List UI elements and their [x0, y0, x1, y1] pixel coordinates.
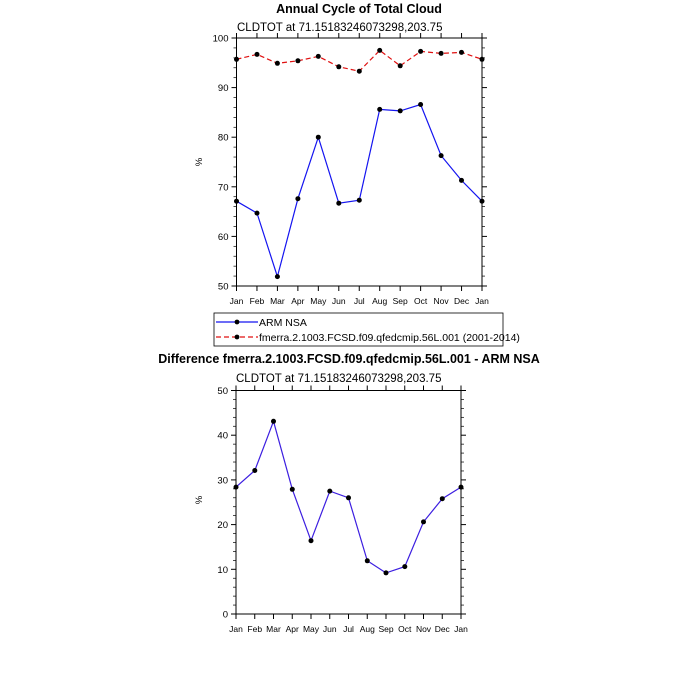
legend-marker-arm-nsa: [234, 319, 240, 325]
plot-frame: [235, 390, 462, 615]
y-tick-label: 100: [213, 34, 229, 45]
x-tick-label: May: [303, 624, 320, 634]
data-point: [336, 64, 342, 70]
legend-box: [213, 312, 504, 347]
x-tick-label: Aug: [360, 624, 375, 634]
axis-ticks: 50 60 70 80 90 100 Jan Feb Mar Apr May Jun Jul Aug Sep…: [213, 33, 489, 306]
x-tick-label: Jan: [475, 296, 489, 306]
x-tick-label: Sep: [378, 624, 393, 634]
data-point: [289, 486, 295, 492]
x-tick-label: Jul: [343, 624, 354, 634]
y-tick-label: 40: [217, 431, 228, 442]
data-point: [438, 153, 444, 159]
x-tick-label: Jan: [230, 296, 244, 306]
y-tick-label: 10: [217, 565, 228, 576]
data-point: [274, 60, 280, 66]
x-tick-label: Dec: [454, 296, 470, 306]
data-point: [327, 488, 333, 494]
axis-ticks: 0 10 20 30 40 50 Jan Feb Mar Apr May Jun Jul Aug Sep Oc…: [217, 385, 468, 634]
data-point: [383, 570, 389, 576]
data-point: [336, 200, 342, 206]
legend-item-model: fmerra.2.1003.FCSD.f09.qfedcmip.56L.001 …: [216, 332, 520, 344]
plot-frame: [236, 37, 483, 287]
x-tick-label: Jul: [354, 296, 365, 306]
data-point: [356, 68, 362, 74]
data-point: [418, 102, 424, 107]
data-point: [418, 48, 424, 54]
chart-title: Annual Cycle of Total Cloud: [276, 2, 442, 16]
y-tick-label: 60: [218, 232, 229, 243]
y-tick-label: 0: [223, 610, 228, 621]
y-tick-label: 50: [218, 282, 229, 293]
data-point: [254, 51, 260, 57]
data-point: [356, 197, 362, 203]
chart-subtitle: CLDTOT at 71.15183246073298,203.75: [236, 373, 441, 385]
x-tick-label: Jan: [229, 624, 243, 634]
legend-item-arm-nsa: ARM NSA: [216, 317, 307, 329]
data-point: [397, 63, 403, 69]
chart-subtitle: CLDTOT at 71.15183246073298,203.75: [237, 22, 442, 34]
y-tick-label: 30: [217, 475, 228, 486]
data-point: [315, 134, 321, 140]
x-tick-label: Jun: [323, 624, 337, 634]
x-tick-label: Jan: [454, 624, 468, 634]
x-tick-label: Dec: [435, 624, 451, 634]
data-point: [274, 274, 280, 280]
x-tick-label: May: [310, 296, 327, 306]
series-layer: [233, 418, 464, 576]
data-point: [397, 108, 403, 114]
chart-title: Difference fmerra.2.1003.FCSD.f09.qfedcm…: [158, 352, 540, 366]
x-tick-label: Oct: [414, 296, 428, 306]
legend-label-arm-nsa: ARM NSA: [259, 317, 307, 329]
data-point: [459, 49, 464, 55]
series-line-1: [236, 49, 483, 72]
data-point: [364, 558, 370, 564]
x-tick-label: Aug: [372, 296, 387, 306]
x-tick-label: Apr: [286, 624, 299, 634]
x-tick-label: Mar: [266, 624, 281, 634]
data-point: [346, 495, 351, 501]
x-tick-label: Nov: [416, 624, 432, 634]
y-tick-label: 80: [218, 133, 229, 144]
x-tick-label: Jun: [332, 296, 346, 306]
data-point: [315, 53, 321, 59]
annual-cycle-chart: Annual Cycle of Total Cloud CLDTOT at 71…: [194, 2, 489, 306]
x-tick-label: Feb: [250, 296, 265, 306]
data-point: [295, 58, 301, 64]
data-point: [377, 106, 383, 112]
data-point: [439, 496, 445, 502]
series-line-0: [236, 103, 483, 279]
x-tick-label: Nov: [434, 296, 450, 306]
x-tick-label: Apr: [291, 296, 304, 306]
y-tick-label: 50: [217, 386, 228, 397]
data-point: [271, 418, 276, 424]
data-point: [438, 50, 444, 56]
data-point: [421, 519, 426, 525]
x-tick-label: Oct: [398, 624, 412, 634]
data-point: [252, 468, 258, 473]
x-tick-label: Feb: [247, 624, 262, 634]
y-tick-label: 70: [218, 182, 229, 193]
difference-chart: Difference fmerra.2.1003.FCSD.f09.qfedcm…: [158, 352, 540, 634]
data-point: [459, 177, 464, 183]
legend-label-model: fmerra.2.1003.FCSD.f09.qfedcmip.56L.001 …: [259, 332, 520, 344]
data-point: [377, 47, 383, 53]
data-point: [295, 196, 301, 202]
y-axis-label: %: [194, 495, 205, 504]
data-point: [402, 564, 408, 570]
legend-marker-model: [234, 334, 240, 340]
x-tick-label: Mar: [270, 296, 285, 306]
y-tick-label: 90: [218, 83, 229, 94]
data-point: [254, 210, 260, 216]
legend: ARM NSA fmerra.2.1003.FCSD.f09.qfedcmip.…: [213, 312, 520, 347]
y-tick-label: 20: [217, 520, 228, 531]
x-tick-label: Sep: [393, 296, 408, 306]
data-point: [308, 538, 314, 544]
series-layer: [234, 47, 485, 280]
y-axis-label: %: [194, 157, 205, 166]
